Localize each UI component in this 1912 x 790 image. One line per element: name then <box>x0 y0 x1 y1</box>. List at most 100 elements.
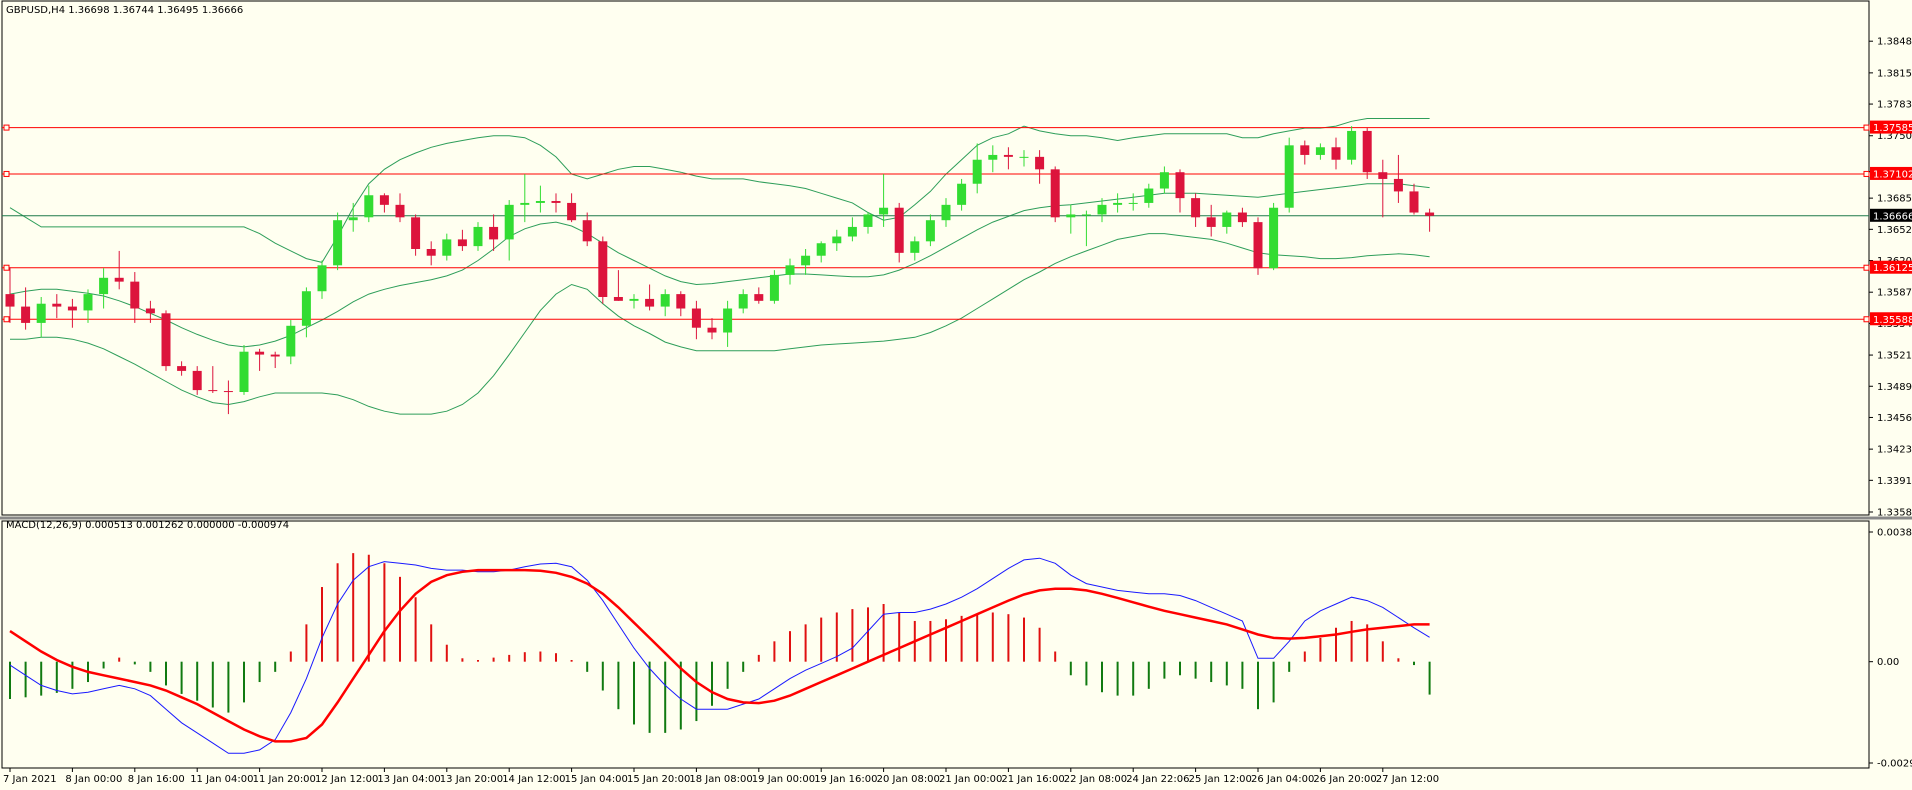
macd-y-tick-label: 0.00 <box>1877 657 1899 668</box>
candle-bear <box>145 308 155 314</box>
candle-bull <box>1066 214 1076 218</box>
x-tick-label: 7 Jan 2021 <box>3 774 57 785</box>
candle-bear <box>1300 145 1310 155</box>
candle-bear <box>208 390 218 392</box>
candle-bull <box>1128 202 1138 204</box>
price-level-label: 1.35588 <box>1873 315 1912 326</box>
candle-bear <box>270 354 280 357</box>
candle-bear <box>114 277 124 282</box>
candle-bull <box>83 294 93 311</box>
candle-bull <box>317 265 327 292</box>
candle-bear <box>1035 156 1045 170</box>
x-tick-label: 15 Jan 04:00 <box>565 774 628 785</box>
candle-bull <box>723 308 733 333</box>
candle-bear <box>582 220 592 242</box>
candle-bear <box>395 204 405 218</box>
candle-bull <box>1097 204 1107 215</box>
candle-bear <box>598 241 608 297</box>
price-y-tick-label: 1.33910 <box>1877 476 1912 487</box>
x-tick-label: 21 Jan 00:00 <box>939 774 1002 785</box>
price-level-handle <box>1863 124 1870 131</box>
candle-bear <box>613 296 623 301</box>
candle-bear <box>177 366 187 371</box>
price-level-label: 1.37102 <box>1873 169 1912 180</box>
price-y-tick-label: 1.38485 <box>1877 37 1912 48</box>
candle-bear <box>130 281 140 309</box>
macd-y-tick-label: 0.003822 <box>1877 528 1912 539</box>
price-level-label: 1.37585 <box>1873 123 1912 134</box>
price-pane-frame <box>1 0 1870 516</box>
candle-bear <box>21 306 31 323</box>
candle-bear <box>1237 212 1247 223</box>
x-tick-label: 27 Jan 12:00 <box>1376 774 1439 785</box>
bollinger-upper-line <box>9 118 1430 263</box>
candle-bull <box>1269 207 1279 269</box>
candle-bull <box>801 255 811 266</box>
candle-bear <box>707 327 717 333</box>
price-level-tag <box>1870 120 1912 134</box>
candle-bull <box>925 220 935 242</box>
candle-bear <box>1425 212 1435 216</box>
candle-bull <box>1081 214 1091 216</box>
candle-bull <box>910 241 920 253</box>
candle-bull <box>816 243 826 256</box>
candle-bear <box>1003 154 1013 157</box>
candle-bear <box>1253 222 1263 269</box>
candle-bull <box>442 239 452 256</box>
candle-bull <box>769 274 779 301</box>
candle-bull <box>520 202 530 205</box>
candle-bull <box>832 236 842 244</box>
x-tick-label: 18 Jan 08:00 <box>689 774 752 785</box>
candle-bull <box>364 195 374 218</box>
candle-bull <box>972 159 982 184</box>
price-y-tick-label: 1.37830 <box>1877 100 1912 111</box>
candle-bull <box>286 325 296 357</box>
x-tick-label: 8 Jan 16:00 <box>128 774 185 785</box>
price-y-tick-label: 1.37500 <box>1877 131 1912 142</box>
candle-bear <box>426 249 436 256</box>
price-y-tick-label: 1.38155 <box>1877 68 1912 79</box>
price-y-tick-label: 1.34235 <box>1877 445 1912 456</box>
candle-bull <box>36 303 46 323</box>
x-tick-label: 8 Jan 00:00 <box>65 774 122 785</box>
x-tick-label: 22 Jan 08:00 <box>1064 774 1127 785</box>
candle-bear <box>52 303 62 307</box>
candle-bull <box>660 294 670 307</box>
price-y-tick-label: 1.36850 <box>1877 194 1912 205</box>
candle-bear <box>551 201 561 203</box>
candle-bull <box>785 265 795 275</box>
price-y-tick-label: 1.36525 <box>1877 225 1912 236</box>
price-level-tag <box>1870 166 1912 180</box>
candle-bull <box>1159 172 1169 189</box>
candle-bear <box>1191 198 1201 218</box>
candle-bear <box>894 207 904 253</box>
candle-bear <box>1331 147 1341 160</box>
candle-bear <box>255 351 265 355</box>
price-chart-title: GBPUSD,H4 1.36698 1.36744 1.36495 1.3666… <box>6 5 243 16</box>
candle-bull <box>333 220 343 266</box>
macd-pane[interactable] <box>1 520 1870 769</box>
x-tick-label: 25 Jan 12:00 <box>1189 774 1252 785</box>
bollinger-lower-line <box>10 233 1430 415</box>
candle-bear <box>411 217 421 250</box>
x-tick-label: 14 Jan 12:00 <box>502 774 565 785</box>
x-tick-label: 11 Jan 04:00 <box>190 774 253 785</box>
candle-bear <box>161 313 171 367</box>
candle-bull <box>1113 202 1123 205</box>
price-y-tick-label: 1.35870 <box>1877 288 1912 299</box>
x-tick-label: 13 Jan 04:00 <box>377 774 440 785</box>
price-level-handle <box>3 124 10 131</box>
price-pane[interactable] <box>1 0 1870 516</box>
candle-bear <box>676 294 686 309</box>
price-y-tick-label: 1.35215 <box>1877 351 1912 362</box>
candle-bull <box>941 204 951 221</box>
x-tick-label: 19 Jan 00:00 <box>752 774 815 785</box>
axes: 1.384851.381551.378301.375001.371251.368… <box>0 37 1912 785</box>
price-level-handle <box>3 264 10 271</box>
macd-y-tick-label: -0.002986 <box>1877 759 1912 770</box>
candle-bear <box>5 294 15 307</box>
candle-bull <box>1222 212 1232 227</box>
current-price-tag <box>1870 208 1912 222</box>
